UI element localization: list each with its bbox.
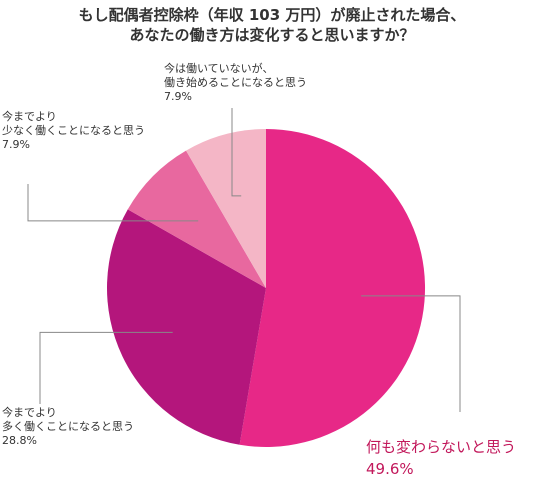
chart-title: もし配偶者控除枠（年収 103 万円）が廃止された場合、 あなたの働き方は変化す…: [79, 6, 466, 44]
chart-title-line-2: あなたの働き方は変化すると思いますか？: [129, 26, 414, 44]
slice-label-work-less-line-2: 少なく働くことになると思う: [2, 124, 145, 137]
leader-lines: [27, 108, 461, 412]
pie-slice-start-working: [186, 129, 266, 288]
slice-label-work-less-line-1: 今までより: [2, 109, 57, 123]
slice-label-start-working-line-1: 今は働いていないが、: [164, 61, 273, 75]
slice-label-work-more-line-1: 今までより: [2, 405, 57, 419]
pie-slices: [106, 129, 426, 448]
slice-value-start-working: 7.9%: [164, 90, 192, 103]
pie-slice-work-more: [106, 209, 267, 445]
leader-line-work-less: [27, 184, 199, 222]
pie-slice-unchanged: [239, 129, 426, 448]
leader-line-start-working: [231, 108, 242, 197]
leader-line-work-more: [39, 331, 173, 404]
slice-labels: 何も変わらないと思う49.6%今までより多く働くことになると思う28.8%今まで…: [2, 61, 516, 478]
pie-slice-work-less: [127, 150, 267, 288]
slice-value-work-more: 28.8%: [2, 434, 37, 447]
slice-value-work-less: 7.9%: [2, 138, 30, 151]
slice-label-unchanged-line-1: 何も変わらないと思う: [366, 438, 516, 456]
chart-title-line-1: もし配偶者控除枠（年収 103 万円）が廃止された場合、: [79, 6, 466, 24]
leader-line-unchanged: [361, 295, 461, 412]
slice-label-work-more-line-2: 多く働くことになると思う: [2, 419, 134, 433]
slice-value-unchanged: 49.6%: [366, 460, 414, 478]
slice-label-start-working-line-2: 働き始めることになると思う: [164, 75, 307, 89]
